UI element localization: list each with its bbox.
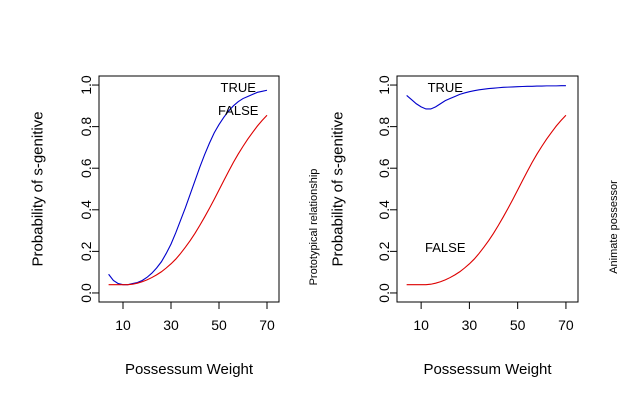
panel-prototypical-relationship: 10 30 50 70 0.0 0.2 0.4 0.6 0.8 1.0 Possessum Weig…: [30, 75, 321, 378]
y-axis-title: Probability of s-genitive: [330, 111, 347, 266]
panel-side-label: Animate possessor: [608, 180, 620, 274]
series-line-true: [406, 85, 566, 110]
x-axis-title: Possessum Weight: [125, 361, 254, 378]
y-tick-label: 0.4: [376, 200, 392, 220]
y-tick-label: 0.6: [78, 158, 94, 178]
x-tick-label: 70: [259, 317, 275, 333]
x-tick-label: 30: [163, 317, 179, 333]
panel-side-label: Prototypical relationship: [308, 169, 320, 286]
x-tick-label: 70: [558, 317, 574, 333]
x-tick-label: 10: [115, 317, 131, 333]
series-label-false: FALSE: [425, 240, 466, 255]
panel-animate-possessor: 10 30 50 70 0.0 0.2 0.4 0.6 0.8 1.0 Possessum Weig…: [330, 75, 621, 378]
x-axis-title: Possessum Weight: [423, 361, 552, 378]
y-tick-label: 0.0: [78, 283, 94, 303]
y-tick-label: 0.8: [78, 117, 94, 137]
y-tick-label: 0.8: [376, 117, 392, 137]
y-tick-label: 0.2: [78, 241, 94, 261]
series-line-false: [108, 114, 268, 286]
y-tick-label: 1.0: [78, 75, 94, 95]
x-tick-label: 30: [462, 317, 478, 333]
series-label-false: FALSE: [218, 103, 259, 118]
x-tick-label: 50: [510, 317, 526, 333]
y-tick-label: 1.0: [376, 75, 392, 95]
y-axis-title: Probability of s-genitive: [30, 111, 47, 266]
series-label-true: TRUE: [428, 80, 464, 95]
x-tick-label: 10: [413, 317, 429, 333]
series-line-true: [108, 89, 268, 286]
series-line-false: [406, 114, 567, 286]
y-tick-label: 0.0: [376, 283, 392, 303]
x-tick-label: 50: [211, 317, 227, 333]
y-tick-label: 0.2: [376, 241, 392, 261]
y-tick-label: 0.6: [376, 158, 392, 178]
plot-frame: [396, 75, 579, 303]
y-tick-label: 0.4: [78, 200, 94, 220]
series-label-true: TRUE: [221, 80, 257, 95]
